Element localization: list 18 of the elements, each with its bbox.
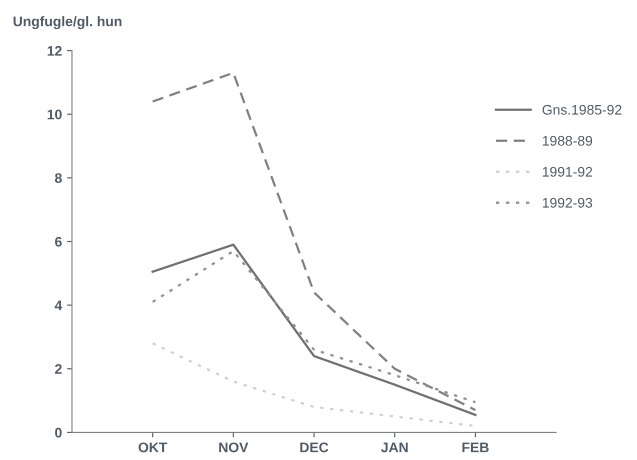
y-tick-label: 4 [54,300,62,310]
legend-label: Gns.1985-92 [542,104,622,115]
x-tick-label: DEC [300,442,328,452]
x-tick-label: NOV [219,442,248,452]
y-tick-label: 10 [48,110,62,120]
y-tick-label: 0 [55,428,62,438]
y-axis-title: Ungfugle/gl. hun [14,16,122,30]
legend-label: 1991-92 [542,166,592,177]
y-tick-label: 2 [55,364,62,374]
legend-label: 1988-89 [542,136,592,146]
x-tick-label: OKT [138,442,168,452]
x-tick-label: JAN [381,442,408,452]
y-tick-label: 8 [54,173,62,184]
y-tick-label: 12 [48,46,62,56]
legend-label: 1992-93 [542,198,592,208]
line-series [152,72,477,412]
y-tick-label: 6 [55,236,62,247]
x-tick-label: FEB [462,442,489,452]
